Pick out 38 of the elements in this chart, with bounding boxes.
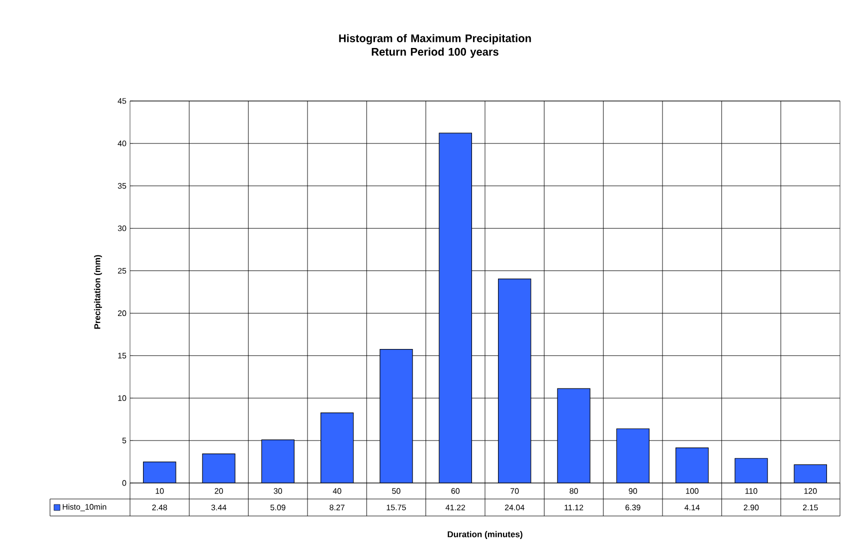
y-tick-label: 30: [118, 225, 126, 232]
y-tick-label: 40: [118, 140, 126, 146]
data-label: 41.22: [446, 504, 466, 510]
y-tick-label: 35: [118, 183, 126, 189]
x-tick-label: 20: [214, 488, 223, 494]
data-label: 3.44: [211, 504, 226, 510]
data-label: 6.39: [626, 504, 640, 510]
y-tick-label: 20: [118, 310, 126, 316]
x-tick-label: 40: [332, 488, 342, 494]
x-tick-label: 70: [510, 488, 519, 494]
chart-title: Histogram of Maximum Precipitation Return Period 100 years: [339, 34, 531, 58]
y-tick-label: 45: [118, 98, 126, 104]
x-tick-label: 80: [570, 488, 578, 494]
data-label: 5.09: [270, 504, 286, 510]
data-label: 24.04: [505, 504, 524, 510]
data-label: 2.48: [152, 504, 168, 510]
data-label: 11.12: [564, 504, 584, 510]
y-tick-label: 10: [118, 395, 126, 401]
x-tick-label: 10: [156, 488, 164, 494]
data-label: 4.14: [684, 504, 700, 510]
legend-label: Histo_10min: [62, 504, 106, 512]
x-tick-label: 90: [628, 488, 638, 494]
y-tick-label: 15: [118, 352, 126, 358]
y-tick-label: 25: [118, 268, 126, 274]
x-tick-label: 30: [274, 488, 282, 494]
x-tick-label: 120: [804, 488, 817, 494]
x-tick-label: 60: [451, 488, 460, 494]
data-label: 2.15: [803, 504, 818, 510]
x-tick-label: 110: [745, 488, 758, 494]
x-tick-label: 100: [686, 488, 698, 494]
data-label: 2.90: [744, 504, 759, 510]
x-axis-title: Duration (minutes): [448, 531, 522, 539]
y-tick-label: 0: [122, 480, 126, 486]
data-label: 8.27: [330, 504, 344, 510]
y-tick-label: 5: [122, 438, 126, 444]
data-label: 15.75: [386, 504, 406, 510]
x-tick-label: 50: [392, 488, 400, 494]
y-axis-title: Precipitation (mm): [94, 255, 102, 329]
